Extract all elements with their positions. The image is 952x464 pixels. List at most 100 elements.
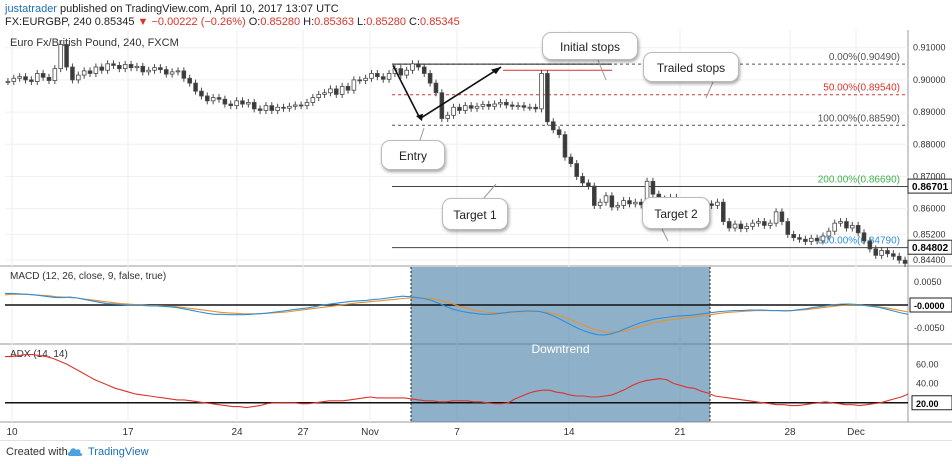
fib-level-label: 50.00%(0.89540) <box>823 83 900 94</box>
candle-body <box>527 106 533 109</box>
candle-body <box>838 221 843 224</box>
candle-body <box>292 104 298 107</box>
x-tick-label: 10 <box>6 427 18 438</box>
candle-body <box>715 201 720 206</box>
y-tick-label: 0.84400 <box>913 255 946 265</box>
candle-body <box>873 248 879 256</box>
adx-threshold-badge-text: 20.00 <box>916 399 939 409</box>
arrow-head <box>416 113 423 122</box>
candle-body <box>791 234 796 239</box>
candle-body <box>550 121 556 131</box>
candle-body <box>363 77 368 81</box>
candle-body <box>568 156 574 164</box>
candle-body <box>855 225 861 234</box>
candle-body <box>70 66 75 81</box>
target-arrow-up <box>419 66 502 120</box>
candle-body <box>163 69 169 75</box>
callout-pointer <box>597 59 607 81</box>
candle-body <box>298 104 304 107</box>
candle-body <box>756 221 761 224</box>
fib-level-label: 300.00%(0.84790) <box>818 236 900 247</box>
candle-body <box>486 103 492 107</box>
downtrend-label: Downtrend <box>531 342 589 356</box>
adx-title: ADX (14, 14) <box>10 349 68 360</box>
candle-body <box>316 93 321 99</box>
candle-body <box>334 88 339 95</box>
x-tick-label: 17 <box>122 427 134 438</box>
candle-body <box>146 69 151 73</box>
candle-body <box>814 237 820 242</box>
candle-body <box>474 105 480 109</box>
candle-body <box>328 88 333 94</box>
price-axis-badge <box>907 178 952 194</box>
candle-body <box>891 253 896 257</box>
candle-body <box>122 64 128 70</box>
candle-body <box>433 82 439 94</box>
candle-body <box>152 67 157 71</box>
candle-body <box>216 97 222 100</box>
candle-body <box>251 102 257 110</box>
x-tick-label: 27 <box>297 427 309 438</box>
chart-header: justatrader published on TradingView.com… <box>0 0 952 30</box>
candle-body <box>228 103 234 107</box>
candle-body <box>521 105 527 108</box>
close-label: C: <box>409 16 421 28</box>
candle-body <box>386 73 392 80</box>
candle-body <box>896 255 902 261</box>
candle-body <box>803 238 808 242</box>
candle-body <box>304 102 310 107</box>
candle-body <box>797 237 802 240</box>
candle-body <box>580 176 585 184</box>
candle-body <box>574 163 579 177</box>
created-with-text: Created with <box>6 446 68 458</box>
candle-body <box>633 201 638 205</box>
fib-level-label: 0.00%(0.90490) <box>829 52 900 63</box>
chart-area[interactable]: 10 17 24 27 Nov 7 14 21 28 Dec 0.91000 0.90000 0.890… <box>0 30 952 440</box>
price-axis-badge <box>907 239 952 255</box>
candle-body <box>76 74 81 81</box>
candle-body <box>351 79 357 91</box>
adx-threshold-badge <box>911 395 952 411</box>
candle-body <box>744 225 750 230</box>
candle-body <box>885 250 890 255</box>
candle-body <box>820 235 826 242</box>
callout-initial-stops: Initial stops <box>542 32 638 60</box>
candle-body <box>504 102 509 106</box>
callout-pointer <box>661 228 669 242</box>
candle-body <box>850 225 855 229</box>
candle-body <box>46 76 52 81</box>
footer: Created with TradingView <box>0 440 952 464</box>
y-tick-label: 0.88000 <box>913 139 946 149</box>
callout-entry: Entry <box>381 140 445 170</box>
candle-body <box>134 65 140 69</box>
candle-body <box>398 68 404 76</box>
down-arrow-icon: ▼ <box>137 16 149 28</box>
candle-body <box>117 65 122 70</box>
tradingview-brand[interactable]: TradingView <box>88 446 149 458</box>
candle-body <box>375 73 380 78</box>
candle-body <box>721 201 726 222</box>
low-label: L: <box>357 16 367 28</box>
candle-body <box>205 95 210 102</box>
y-tick-label: 0.91000 <box>913 43 946 53</box>
publisher-name[interactable]: justatrader <box>5 3 57 15</box>
publish-info: justatrader published on TradingView.com… <box>5 3 339 15</box>
candle-body <box>726 221 732 229</box>
candle-body <box>416 63 421 68</box>
candle-body <box>609 195 615 208</box>
x-tick-label: 7 <box>454 427 460 438</box>
candle-body <box>105 63 110 71</box>
candle-body <box>380 76 386 80</box>
x-tick-label: Nov <box>361 427 379 438</box>
candle-body <box>275 106 280 111</box>
candle-body <box>40 73 46 78</box>
candle-body <box>773 211 779 224</box>
candle-body <box>81 70 87 76</box>
candle-body <box>222 98 228 105</box>
candle-body <box>345 85 351 91</box>
chart-svg[interactable]: 10 17 24 27 Nov 7 14 21 28 Dec 0.91000 0.90000 0.890… <box>0 30 952 440</box>
candle-body <box>826 230 832 237</box>
callout-pointer <box>419 127 425 141</box>
price-axis-badge-text: 0.84802 <box>912 243 949 254</box>
candle-body <box>93 66 99 74</box>
